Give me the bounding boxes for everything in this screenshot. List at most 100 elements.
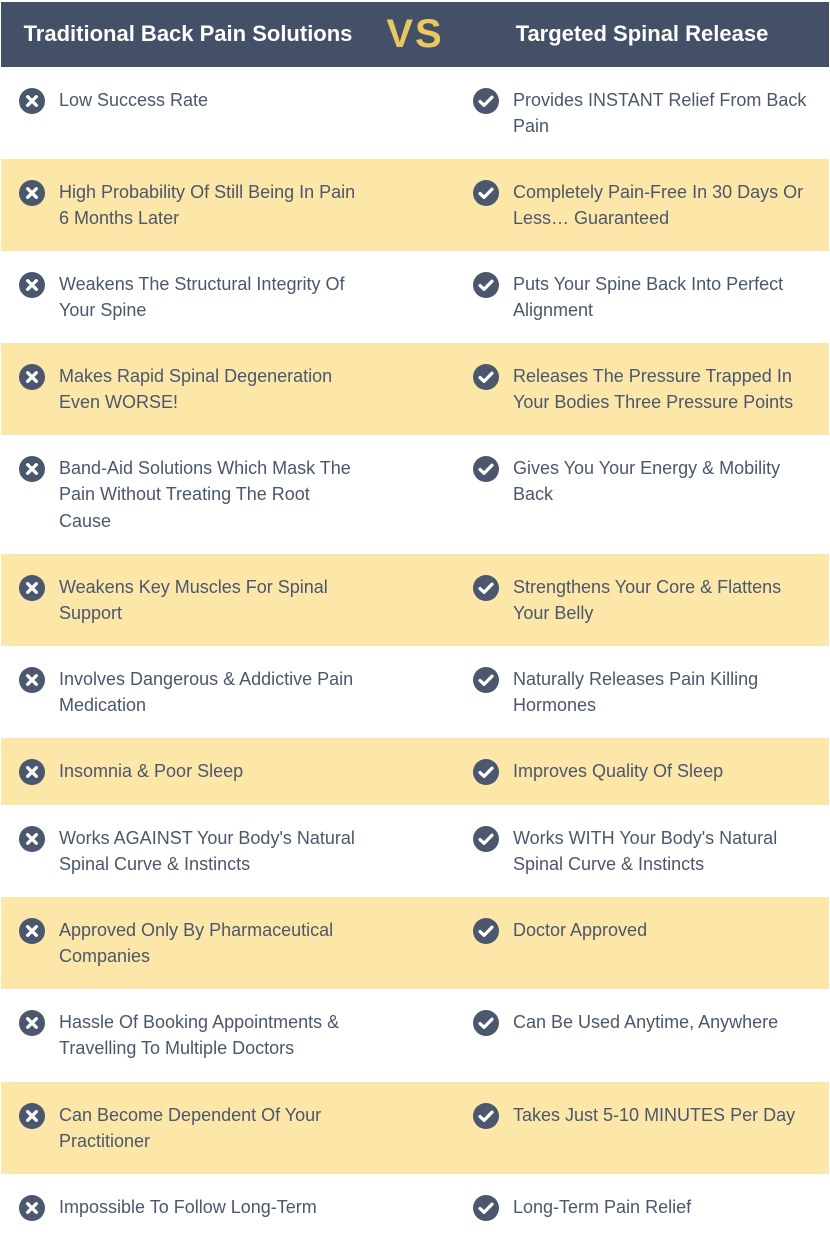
- table-row: Band-Aid Solutions Which Mask The Pain W…: [1, 435, 829, 553]
- row-spacer: [375, 805, 455, 897]
- right-cell: Completely Pain-Free In 30 Days Or Less……: [455, 159, 829, 251]
- check-icon: [473, 667, 499, 693]
- cross-icon: [19, 456, 45, 482]
- right-cell: Releases The Pressure Trapped In Your Bo…: [455, 343, 829, 435]
- right-cell: Long-Term Pain Relief: [455, 1174, 829, 1241]
- right-cell: Naturally Releases Pain Killing Hormones: [455, 646, 829, 738]
- right-text: Releases The Pressure Trapped In Your Bo…: [513, 363, 811, 415]
- table-row: Hassle Of Booking Appointments & Travell…: [1, 989, 829, 1081]
- row-spacer: [375, 1174, 455, 1241]
- row-spacer: [375, 251, 455, 343]
- row-spacer: [375, 67, 455, 159]
- table-row: Low Success Rate Provides INSTANT Relief…: [1, 67, 829, 159]
- left-cell: Can Become Dependent Of Your Practitione…: [1, 1082, 375, 1174]
- check-icon: [473, 575, 499, 601]
- left-cell: Low Success Rate: [1, 67, 375, 159]
- left-text: Weakens The Structural Integrity Of Your…: [59, 271, 357, 323]
- left-cell: High Probability Of Still Being In Pain …: [1, 159, 375, 251]
- right-text: Doctor Approved: [513, 917, 647, 943]
- table-row: Weakens The Structural Integrity Of Your…: [1, 251, 829, 343]
- header-left-title: Traditional Back Pain Solutions: [1, 2, 375, 67]
- check-icon: [473, 826, 499, 852]
- comparison-table: Traditional Back Pain Solutions VS Targe…: [1, 2, 829, 1241]
- left-text: Involves Dangerous & Addictive Pain Medi…: [59, 666, 357, 718]
- check-icon: [473, 364, 499, 390]
- row-spacer: [375, 738, 455, 805]
- check-icon: [473, 88, 499, 114]
- row-spacer: [375, 897, 455, 989]
- header-right-title: Targeted Spinal Release: [455, 2, 829, 67]
- row-spacer: [375, 159, 455, 251]
- right-text: Can Be Used Anytime, Anywhere: [513, 1009, 778, 1035]
- right-text: Works WITH Your Body's Natural Spinal Cu…: [513, 825, 811, 877]
- right-text: Provides INSTANT Relief From Back Pain: [513, 87, 811, 139]
- table-row: Approved Only By Pharmaceutical Companie…: [1, 897, 829, 989]
- check-icon: [473, 918, 499, 944]
- table-row: Weakens Key Muscles For Spinal Support S…: [1, 554, 829, 646]
- right-cell: Improves Quality Of Sleep: [455, 738, 829, 805]
- right-cell: Puts Your Spine Back Into Perfect Alignm…: [455, 251, 829, 343]
- table-row: Works AGAINST Your Body's Natural Spinal…: [1, 805, 829, 897]
- right-text: Naturally Releases Pain Killing Hormones: [513, 666, 811, 718]
- table-row: Insomnia & Poor Sleep Improves Quality O…: [1, 738, 829, 805]
- cross-icon: [19, 272, 45, 298]
- left-text: Works AGAINST Your Body's Natural Spinal…: [59, 825, 357, 877]
- right-text: Strengthens Your Core & Flattens Your Be…: [513, 574, 811, 626]
- left-text: Insomnia & Poor Sleep: [59, 758, 243, 784]
- cross-icon: [19, 667, 45, 693]
- header-vs: VS: [375, 12, 455, 57]
- left-text: Weakens Key Muscles For Spinal Support: [59, 574, 357, 626]
- left-text: Impossible To Follow Long-Term: [59, 1194, 317, 1220]
- right-cell: Doctor Approved: [455, 897, 829, 989]
- table-row: Impossible To Follow Long-Term Long-Term…: [1, 1174, 829, 1241]
- right-cell: Can Be Used Anytime, Anywhere: [455, 989, 829, 1081]
- table-rows: Low Success Rate Provides INSTANT Relief…: [1, 67, 829, 1241]
- right-text: Takes Just 5-10 MINUTES Per Day: [513, 1102, 795, 1128]
- right-cell: Works WITH Your Body's Natural Spinal Cu…: [455, 805, 829, 897]
- left-cell: Makes Rapid Spinal Degeneration Even WOR…: [1, 343, 375, 435]
- left-cell: Impossible To Follow Long-Term: [1, 1174, 375, 1241]
- row-spacer: [375, 343, 455, 435]
- table-row: Makes Rapid Spinal Degeneration Even WOR…: [1, 343, 829, 435]
- row-spacer: [375, 989, 455, 1081]
- cross-icon: [19, 1010, 45, 1036]
- right-cell: Strengthens Your Core & Flattens Your Be…: [455, 554, 829, 646]
- left-cell: Insomnia & Poor Sleep: [1, 738, 375, 805]
- check-icon: [473, 456, 499, 482]
- left-cell: Band-Aid Solutions Which Mask The Pain W…: [1, 435, 375, 553]
- check-icon: [473, 180, 499, 206]
- row-spacer: [375, 435, 455, 553]
- cross-icon: [19, 180, 45, 206]
- table-row: Can Become Dependent Of Your Practitione…: [1, 1082, 829, 1174]
- left-text: Approved Only By Pharmaceutical Companie…: [59, 917, 357, 969]
- left-text: Band-Aid Solutions Which Mask The Pain W…: [59, 455, 357, 533]
- check-icon: [473, 1103, 499, 1129]
- check-icon: [473, 272, 499, 298]
- right-text: Completely Pain-Free In 30 Days Or Less……: [513, 179, 811, 231]
- check-icon: [473, 1010, 499, 1036]
- left-text: Makes Rapid Spinal Degeneration Even WOR…: [59, 363, 357, 415]
- cross-icon: [19, 1103, 45, 1129]
- left-text: Low Success Rate: [59, 87, 208, 113]
- left-cell: Approved Only By Pharmaceutical Companie…: [1, 897, 375, 989]
- left-text: Hassle Of Booking Appointments & Travell…: [59, 1009, 357, 1061]
- cross-icon: [19, 88, 45, 114]
- table-row: High Probability Of Still Being In Pain …: [1, 159, 829, 251]
- left-cell: Works AGAINST Your Body's Natural Spinal…: [1, 805, 375, 897]
- left-cell: Weakens Key Muscles For Spinal Support: [1, 554, 375, 646]
- right-cell: Gives You Your Energy & Mobility Back: [455, 435, 829, 553]
- row-spacer: [375, 646, 455, 738]
- left-cell: Involves Dangerous & Addictive Pain Medi…: [1, 646, 375, 738]
- cross-icon: [19, 575, 45, 601]
- right-cell: Provides INSTANT Relief From Back Pain: [455, 67, 829, 159]
- left-text: High Probability Of Still Being In Pain …: [59, 179, 357, 231]
- right-text: Long-Term Pain Relief: [513, 1194, 691, 1220]
- cross-icon: [19, 1195, 45, 1221]
- table-row: Involves Dangerous & Addictive Pain Medi…: [1, 646, 829, 738]
- right-text: Puts Your Spine Back Into Perfect Alignm…: [513, 271, 811, 323]
- right-text: Gives You Your Energy & Mobility Back: [513, 455, 811, 507]
- table-header: Traditional Back Pain Solutions VS Targe…: [1, 2, 829, 67]
- row-spacer: [375, 1082, 455, 1174]
- cross-icon: [19, 826, 45, 852]
- right-text: Improves Quality Of Sleep: [513, 758, 723, 784]
